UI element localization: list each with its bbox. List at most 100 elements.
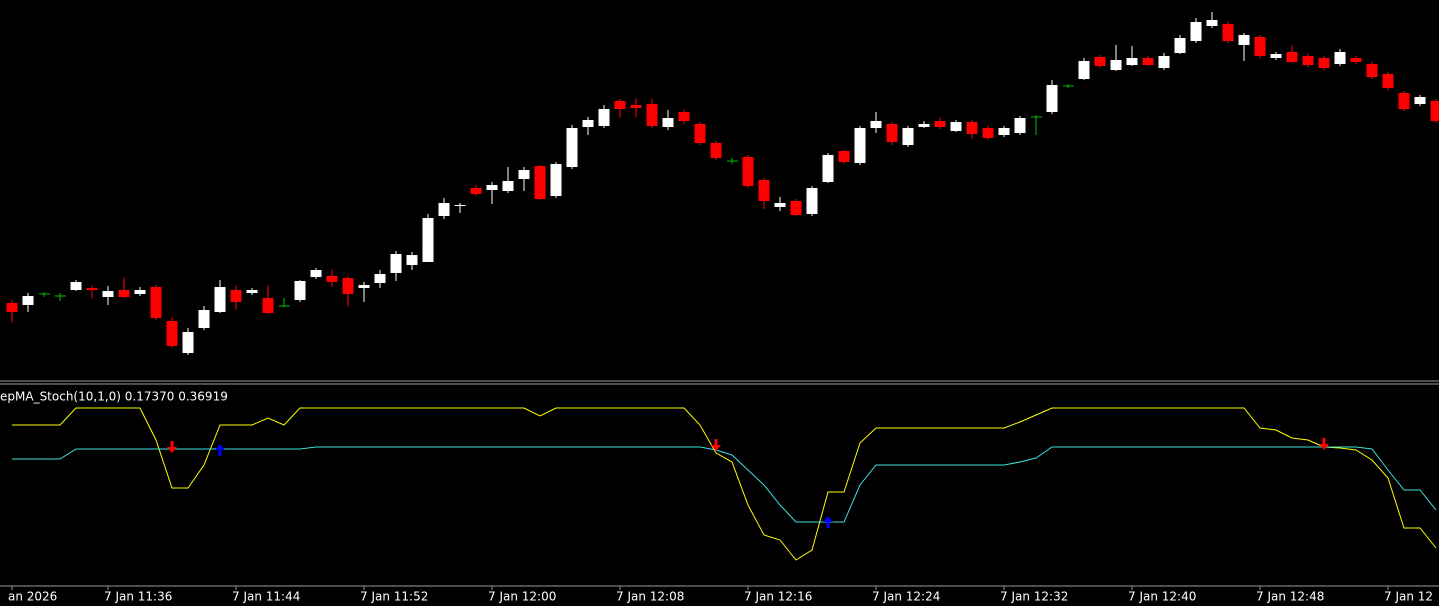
- candle-body: [614, 101, 626, 109]
- candle-body: [710, 143, 722, 158]
- candle-body: [470, 188, 482, 194]
- candle-body: [86, 288, 98, 290]
- candle-body: [1094, 57, 1106, 66]
- candle-body: [870, 121, 882, 128]
- candle-body: [822, 155, 834, 182]
- candle-body: [694, 124, 706, 143]
- candle-body: [1414, 97, 1426, 104]
- indicator-line: [12, 446, 1437, 523]
- candle-body: [502, 181, 514, 191]
- candle-body: [598, 109, 610, 126]
- candle-body: [630, 105, 642, 108]
- candle-body: [1126, 58, 1138, 65]
- signal-arrow: [167, 441, 177, 453]
- candle-body: [902, 128, 914, 145]
- x-tick-label: an 2026: [8, 590, 57, 604]
- candle-body: [1318, 58, 1330, 68]
- candle-body: [518, 170, 530, 179]
- candle-body: [262, 298, 274, 313]
- candle-body: [422, 218, 434, 262]
- candle-body: [310, 270, 322, 277]
- candle-body: [950, 122, 962, 131]
- candle-body: [918, 124, 930, 127]
- candle-body: [758, 180, 770, 201]
- candle-body: [966, 122, 978, 134]
- candle-body: [678, 112, 690, 121]
- candle-body: [886, 124, 898, 142]
- candle-body: [102, 291, 114, 297]
- indicator-title: epMA_Stoch(10,1,0) 0.17370 0.36919: [0, 390, 228, 404]
- candle-body: [230, 290, 242, 302]
- candle-body: [1398, 93, 1410, 109]
- candle-body: [774, 203, 786, 207]
- candle-body: [198, 310, 210, 328]
- candle-body: [1286, 52, 1298, 62]
- candle-body: [486, 185, 498, 190]
- candle-body: [934, 121, 946, 127]
- candle-body: [1078, 61, 1090, 79]
- candle-body: [390, 254, 402, 273]
- x-tick-label: 7 Jan 12:24: [872, 590, 940, 604]
- x-tick-label: 7 Jan 11:52: [360, 590, 428, 604]
- candle-body: [214, 287, 226, 312]
- candle-body: [1142, 58, 1154, 65]
- candle-body: [534, 166, 546, 199]
- candle-body: [406, 255, 418, 265]
- x-tick-label: 7 Jan 11:36: [104, 590, 172, 604]
- candle-body: [6, 303, 18, 312]
- candle-body: [1190, 22, 1202, 41]
- candle-body: [854, 128, 866, 163]
- candle-body: [550, 164, 562, 196]
- x-tick-label: 7 Jan 12:40: [1128, 590, 1196, 604]
- x-tick-label: 7 Jan 12:48: [1256, 590, 1324, 604]
- candle-body: [1222, 24, 1234, 41]
- candle-body: [1014, 118, 1026, 133]
- candle-body: [342, 278, 354, 294]
- signal-arrow: [823, 516, 833, 528]
- candle-body: [454, 205, 466, 206]
- x-tick-label: 7 Jan 12: [1384, 590, 1433, 604]
- candle-body: [1334, 52, 1346, 64]
- candle-body: [1254, 37, 1266, 56]
- candle-body: [1158, 56, 1170, 68]
- candle-body: [150, 287, 162, 318]
- candle-body: [1270, 54, 1282, 58]
- candle-body: [326, 276, 338, 282]
- candle-body: [1382, 74, 1394, 88]
- candle-body: [662, 118, 674, 127]
- candle-body: [438, 203, 450, 216]
- candle-body: [166, 321, 178, 346]
- candle-body: [982, 128, 994, 138]
- candle-body: [70, 282, 82, 290]
- candle-body: [118, 290, 130, 297]
- candle-body: [374, 274, 386, 283]
- x-tick-label: 7 Jan 11:44: [232, 590, 300, 604]
- x-tick-label: 7 Jan 12:00: [488, 590, 556, 604]
- candle-body: [790, 201, 802, 215]
- x-tick-label: 7 Jan 12:08: [616, 590, 684, 604]
- candle-body: [1366, 64, 1378, 77]
- candle-body: [566, 128, 578, 167]
- candle-body: [838, 151, 850, 162]
- candle-body: [134, 290, 146, 294]
- candle-body: [182, 332, 194, 353]
- x-tick-label: 7 Jan 12:32: [1000, 590, 1068, 604]
- candle-body: [646, 104, 658, 126]
- indicator-line: [12, 407, 1437, 561]
- signal-arrow: [215, 444, 225, 456]
- candle-body: [1302, 56, 1314, 65]
- candle-body: [1046, 85, 1058, 112]
- candle-body: [582, 120, 594, 127]
- candle-body: [246, 290, 258, 293]
- candle-body: [22, 296, 34, 305]
- x-tick-label: 7 Jan 12:16: [744, 590, 812, 604]
- candle-body: [294, 281, 306, 300]
- signal-arrow: [1319, 438, 1329, 450]
- candle-body: [998, 128, 1010, 135]
- candle-body: [358, 285, 370, 288]
- candle-body: [1206, 20, 1218, 26]
- candle-body: [1110, 60, 1122, 70]
- candle-body: [742, 157, 754, 186]
